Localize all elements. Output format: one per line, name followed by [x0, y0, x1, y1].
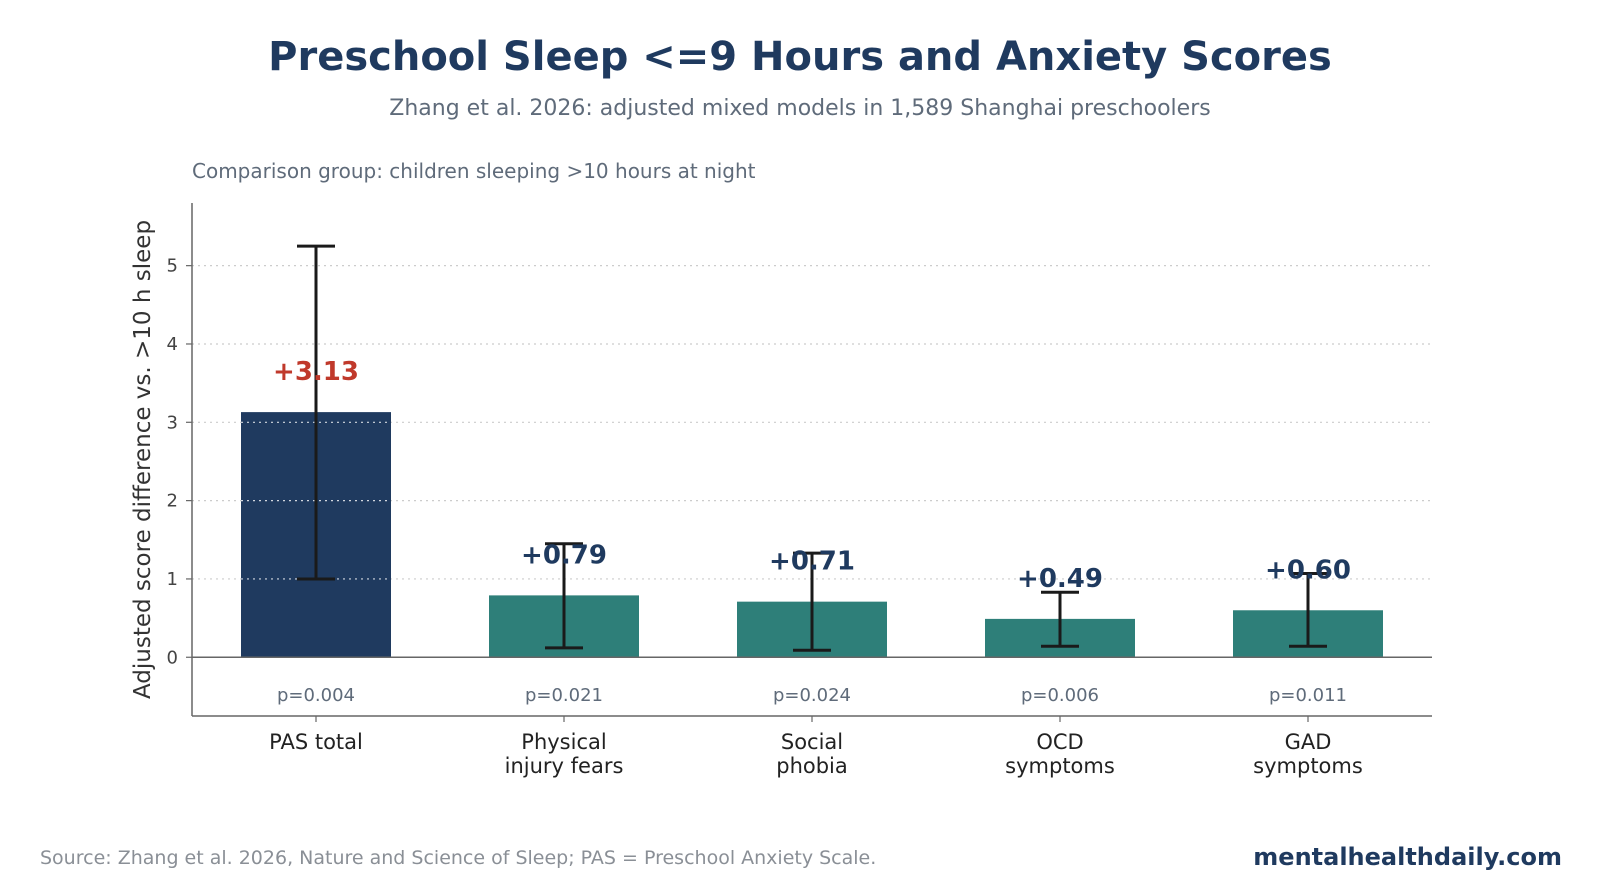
value-label: +0.60	[1265, 555, 1351, 585]
x-tick-label: PAS total	[269, 730, 363, 754]
x-tick-label-line: Physical	[521, 730, 606, 754]
source-note: Source: Zhang et al. 2026, Nature and Sc…	[40, 847, 877, 869]
p-value-label: p=0.024	[773, 685, 851, 706]
p-value-label: p=0.006	[1021, 685, 1099, 706]
value-label: +3.13	[273, 357, 359, 387]
x-tick-label: Physical injury fears	[505, 730, 624, 778]
x-tick-label-line: GAD	[1285, 730, 1332, 754]
chart-subtitle: Zhang et al. 2026: adjusted mixed models…	[389, 96, 1211, 121]
x-tick-label-line: OCD	[1036, 730, 1083, 754]
value-label: +0.79	[521, 540, 607, 570]
y-tick-label: 1	[167, 569, 178, 590]
x-tick-label-line: PAS total	[269, 730, 363, 754]
x-tick-label-line: injury fears	[505, 754, 624, 778]
y-tick-label: 2	[167, 491, 178, 512]
value-label: +0.49	[1017, 564, 1103, 594]
y-tick-label: 4	[167, 334, 178, 355]
y-tick-label: 0	[167, 647, 178, 668]
y-tick-label: 5	[167, 256, 178, 277]
x-tick-label-line: symptoms	[1005, 754, 1115, 778]
p-value-label: p=0.011	[1269, 685, 1347, 706]
chart-title: Preschool Sleep <=9 Hours and Anxiety Sc…	[268, 34, 1332, 80]
value-label: +0.71	[769, 547, 855, 577]
y-tick-label: 3	[167, 412, 178, 433]
x-tick-label-line: phobia	[776, 754, 848, 778]
x-tick-label: Social phobia	[776, 730, 848, 778]
brand-link[interactable]: mentalhealthdaily.com	[1253, 843, 1562, 871]
comparison-note: Comparison group: children sleeping >10 …	[192, 159, 756, 183]
p-value-label: p=0.021	[525, 685, 603, 706]
x-tick-label-line: Social	[781, 730, 843, 754]
x-tick-label: OCD symptoms	[1005, 730, 1115, 778]
y-axis-label: Adjusted score difference vs. >10 h slee…	[130, 220, 156, 699]
x-tick-label-line: symptoms	[1253, 754, 1363, 778]
p-value-label: p=0.004	[277, 685, 355, 706]
x-tick-label: GAD symptoms	[1253, 730, 1363, 778]
